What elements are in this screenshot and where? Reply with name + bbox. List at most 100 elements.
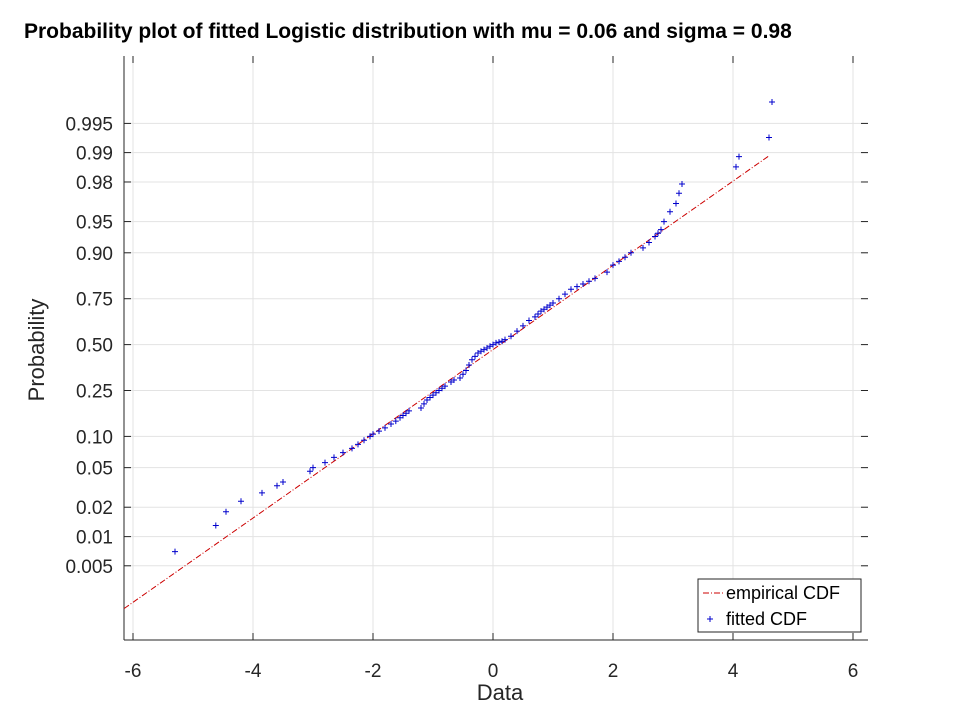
grid — [124, 56, 868, 640]
fitted-cdf-point — [493, 339, 499, 346]
fitted-cdf-point — [349, 445, 355, 452]
legend-box — [697, 578, 862, 633]
y-tick-label: 0.95 — [76, 213, 113, 234]
x-tick-label: 4 — [728, 661, 739, 682]
fitted-cdf-point — [532, 313, 538, 320]
y-tick-label: 0.005 — [65, 557, 113, 578]
y-tick-label: 0.75 — [76, 290, 113, 311]
fitted-cdf-point — [322, 459, 328, 466]
y-tick-label: 0.99 — [76, 144, 113, 165]
fitted-cdf-point — [604, 269, 610, 276]
y-tick-label: 0.05 — [76, 459, 113, 480]
fitted-cdf-point — [628, 249, 634, 256]
fitted-cdf-point — [442, 383, 448, 390]
fitted-cdf-point — [514, 328, 520, 335]
fitted-cdf-point — [466, 362, 472, 369]
fitted-cdf-point — [580, 281, 586, 288]
y-tick-label: 0.98 — [76, 173, 113, 194]
fitted-cdf-point — [535, 311, 541, 318]
fitted-cdf-point — [451, 377, 457, 384]
x-tick-label: 0 — [488, 661, 499, 682]
fitted-cdf-point — [469, 356, 475, 363]
fitted-cdf-point — [457, 375, 463, 382]
fitted-cdf-point — [382, 424, 388, 431]
fitted-cdf-point — [212, 522, 219, 529]
fitted-cdf-point — [340, 449, 346, 456]
fitted-cdf-point — [646, 239, 652, 246]
fitted-cdf-point — [526, 317, 532, 324]
fitted-cdf-point — [463, 367, 469, 374]
fitted-cdf-point — [223, 508, 229, 515]
y-tick-label: 0.01 — [76, 528, 113, 549]
y-axis-label: Probability — [24, 299, 49, 402]
legend-fitted-cdf-marker — [707, 616, 713, 622]
y-tick-label: 0.50 — [76, 336, 113, 357]
fitted-cdf-point — [307, 468, 313, 475]
fitted-cdf-point — [520, 322, 526, 329]
fitted-cdf-point — [172, 548, 178, 555]
y-tick-label: 0.02 — [76, 498, 113, 519]
fitted-cdf-point — [370, 431, 376, 438]
fitted-cdf-point — [550, 300, 556, 307]
fitted-cdf-point — [238, 498, 244, 505]
x-tick-label: -2 — [365, 661, 382, 682]
fitted-cdf-point — [496, 339, 502, 346]
y-axis-ticks: 0.005 0.01 0.02 0.05 0.10 0.25 0.50 0.75 0.90 0.9… — [65, 114, 868, 578]
fitted-cdf-point — [556, 295, 562, 302]
fitted-cdf-point — [667, 208, 673, 215]
fitted-cdf-point — [331, 454, 337, 461]
fitted-cdf-point — [472, 353, 478, 360]
fitted-cdf-point — [676, 190, 682, 197]
fitted-cdf-point — [502, 336, 508, 343]
y-tick-label: 0.995 — [65, 114, 113, 135]
fitted-cdf-point — [310, 464, 316, 471]
series-layer — [123, 98, 775, 610]
fitted-cdf-point — [508, 333, 514, 340]
fitted-cdf-point — [586, 278, 592, 285]
fitted-cdf-point — [622, 254, 628, 261]
y-tick-label: 0.90 — [76, 244, 113, 265]
fitted-cdf-point — [655, 230, 661, 237]
fitted-cdf-point — [592, 275, 598, 282]
x-axis-label: Data — [477, 680, 524, 705]
fitted-cdf-point — [766, 134, 772, 141]
fitted-cdf-point — [574, 283, 580, 290]
x-tick-label: 6 — [848, 661, 859, 682]
fitted-cdf-point — [652, 233, 658, 240]
fitted-cdf-point — [361, 437, 367, 444]
fitted-cdf-point — [616, 258, 622, 265]
fitted-cdf-point — [658, 226, 664, 233]
axes — [123, 56, 868, 641]
x-axis-ticks: -6 -4 -2 0 2 4 6 — [125, 56, 859, 682]
fitted-cdf-point — [562, 291, 568, 298]
fitted-cdf-point — [661, 218, 667, 225]
fitted-cdf-point — [376, 428, 382, 435]
fitted-cdf-point — [460, 371, 466, 378]
fitted-cdf-point — [679, 181, 685, 188]
fitted-cdf-point — [733, 163, 739, 170]
fitted-cdf-point — [769, 98, 775, 105]
fitted-cdf-point — [280, 478, 286, 485]
legend: empirical CDF fitted CDF — [697, 578, 862, 633]
fitted-cdf-point — [418, 404, 424, 411]
y-tick-label: 0.10 — [76, 427, 113, 448]
x-tick-label: -4 — [245, 661, 262, 682]
fitted-cdf-point — [421, 400, 427, 407]
fitted-cdf-point — [388, 421, 394, 428]
fitted-cdf-point — [736, 153, 742, 160]
fitted-cdf-point — [610, 262, 616, 269]
legend-plus-icon — [707, 616, 713, 622]
chart-title: Probability plot of fitted Logistic dist… — [24, 20, 792, 43]
y-tick-label: 0.25 — [76, 382, 113, 403]
fitted-cdf-point — [568, 286, 574, 293]
fitted-cdf-point — [406, 407, 412, 414]
fitted-cdf-point — [392, 418, 399, 425]
x-tick-label: -6 — [125, 661, 142, 682]
legend-label-fitted-cdf: fitted CDF — [726, 609, 807, 629]
fitted-cdf-point — [673, 200, 679, 207]
fitted-cdf-point — [355, 441, 361, 448]
fitted-cdf-point — [640, 244, 646, 251]
x-tick-label: 2 — [608, 661, 619, 682]
legend-label-empirical-cdf: empirical CDF — [726, 583, 840, 603]
